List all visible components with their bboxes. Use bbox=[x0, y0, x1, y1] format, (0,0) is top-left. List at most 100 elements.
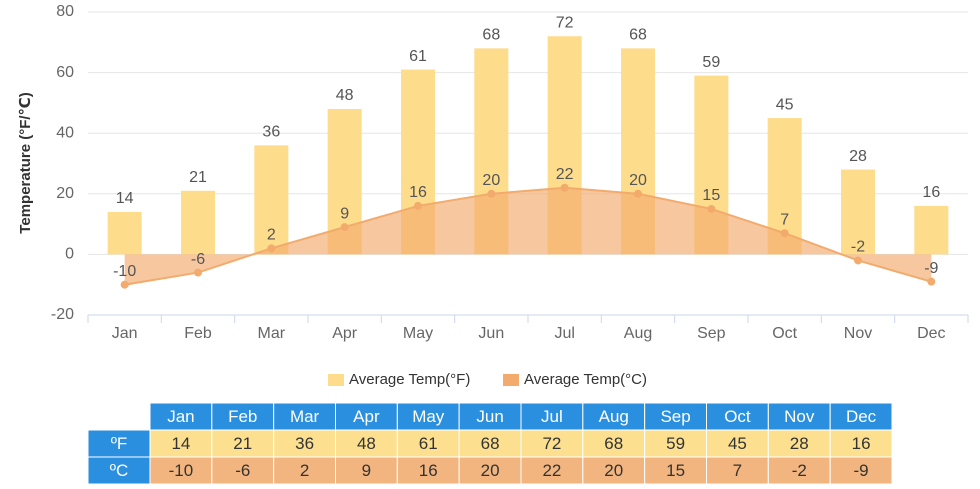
table-cell: 2 bbox=[300, 461, 309, 480]
table-cell: 21 bbox=[233, 434, 252, 453]
point bbox=[120, 280, 129, 289]
data-label: 7 bbox=[780, 211, 789, 228]
table-cell-bg bbox=[396, 429, 460, 458]
bar bbox=[107, 211, 142, 255]
x-tick-label: Jun bbox=[478, 325, 504, 342]
point bbox=[267, 244, 276, 253]
y-tick-label: 20 bbox=[56, 185, 74, 202]
data-label: 14 bbox=[116, 190, 134, 207]
y-tick-label: 60 bbox=[56, 64, 74, 81]
x-tick-label: Oct bbox=[772, 325, 797, 342]
data-label: 28 bbox=[849, 148, 867, 165]
table-cell: 68 bbox=[481, 434, 500, 453]
table-cell-bg bbox=[273, 429, 336, 458]
point bbox=[487, 189, 496, 198]
data-label: 15 bbox=[702, 187, 720, 204]
point bbox=[780, 229, 789, 238]
x-tick-label: Feb bbox=[184, 325, 212, 342]
table-header-cell bbox=[582, 402, 646, 431]
table-cell-bg bbox=[767, 429, 831, 458]
table-cell: 16 bbox=[852, 434, 871, 453]
table-cell: 20 bbox=[481, 461, 500, 480]
y-tick-label: -20 bbox=[51, 306, 74, 323]
data-label: 59 bbox=[702, 54, 720, 71]
table-header: Sep bbox=[660, 407, 690, 426]
point bbox=[194, 268, 202, 277]
table-header-cell bbox=[706, 402, 769, 431]
x-tick-label: Mar bbox=[258, 325, 286, 342]
table-cell-bg bbox=[582, 456, 646, 485]
table-cell-bg bbox=[520, 456, 584, 485]
table-cell-bg bbox=[335, 456, 398, 485]
table-cell-bg bbox=[582, 429, 646, 458]
table-header: Apr bbox=[353, 407, 380, 426]
table-cell: 16 bbox=[419, 461, 438, 480]
table-header: Mar bbox=[290, 407, 320, 426]
data-label: 68 bbox=[482, 27, 500, 44]
point bbox=[854, 256, 862, 265]
table-cell: 22 bbox=[542, 461, 561, 480]
point bbox=[414, 201, 422, 210]
data-label: -9 bbox=[924, 260, 938, 277]
table-cell: 48 bbox=[357, 434, 376, 453]
table-cell: -10 bbox=[169, 461, 194, 480]
table-cell-bg bbox=[706, 456, 769, 485]
table-header: Jun bbox=[476, 407, 503, 426]
table-header: Jan bbox=[167, 407, 194, 426]
data-label: -6 bbox=[191, 251, 205, 268]
table-row-label: ºC bbox=[110, 461, 129, 480]
table-cell: 59 bbox=[666, 434, 685, 453]
x-tick-label: Aug bbox=[624, 325, 652, 342]
x-tick-label: Jan bbox=[112, 325, 138, 342]
legend-swatch bbox=[503, 374, 519, 386]
data-label: 36 bbox=[262, 124, 280, 141]
table-header: Aug bbox=[599, 407, 629, 426]
table-cell: 36 bbox=[295, 434, 314, 453]
table-header-cell bbox=[520, 402, 584, 431]
bar bbox=[254, 145, 289, 255]
table-cell: 61 bbox=[419, 434, 438, 453]
table-cell: 28 bbox=[790, 434, 809, 453]
data-label: 16 bbox=[922, 184, 940, 201]
table-cell-bg bbox=[211, 429, 275, 458]
x-tick-label: Jul bbox=[554, 325, 574, 342]
point bbox=[340, 223, 349, 232]
legend-swatch bbox=[328, 374, 344, 386]
table-cell: 72 bbox=[542, 434, 561, 453]
table-header-cell bbox=[644, 402, 708, 431]
line bbox=[124, 186, 932, 286]
area bbox=[124, 187, 932, 285]
table-header: Jul bbox=[541, 407, 563, 426]
bar bbox=[841, 169, 875, 255]
table-row-label-cell bbox=[87, 429, 151, 458]
bar bbox=[181, 190, 215, 255]
data-label: 68 bbox=[629, 27, 647, 44]
x-tick-label: Sep bbox=[697, 325, 726, 342]
x-tick-label: Dec bbox=[917, 325, 945, 342]
table-cell-bg bbox=[829, 429, 893, 458]
y-tick-label: 0 bbox=[65, 246, 74, 263]
bar bbox=[914, 205, 949, 255]
table-header: Feb bbox=[228, 407, 257, 426]
table-header-cell bbox=[829, 402, 893, 431]
y-axis-label: Temperature (°F/℃) bbox=[17, 92, 34, 233]
table-header-cell bbox=[458, 402, 522, 431]
data-label: -2 bbox=[851, 239, 865, 256]
data-label: 9 bbox=[340, 205, 349, 222]
x-tick-label: Nov bbox=[844, 325, 872, 342]
table-cell-bg bbox=[396, 456, 460, 485]
data-label: 45 bbox=[776, 96, 794, 113]
table-cell-bg bbox=[767, 456, 831, 485]
table-cell: 20 bbox=[604, 461, 623, 480]
table-header: Oct bbox=[724, 407, 751, 426]
data-label: 21 bbox=[189, 169, 207, 186]
point bbox=[927, 277, 936, 286]
data-label: 61 bbox=[409, 48, 427, 65]
data-label: 2 bbox=[267, 227, 276, 244]
point bbox=[560, 183, 569, 192]
table-cell: 9 bbox=[362, 461, 371, 480]
table-cell: 68 bbox=[604, 434, 623, 453]
legend-label: Average Temp(°C) bbox=[524, 371, 647, 388]
table-cell: 45 bbox=[728, 434, 747, 453]
data-label: 20 bbox=[629, 172, 647, 189]
